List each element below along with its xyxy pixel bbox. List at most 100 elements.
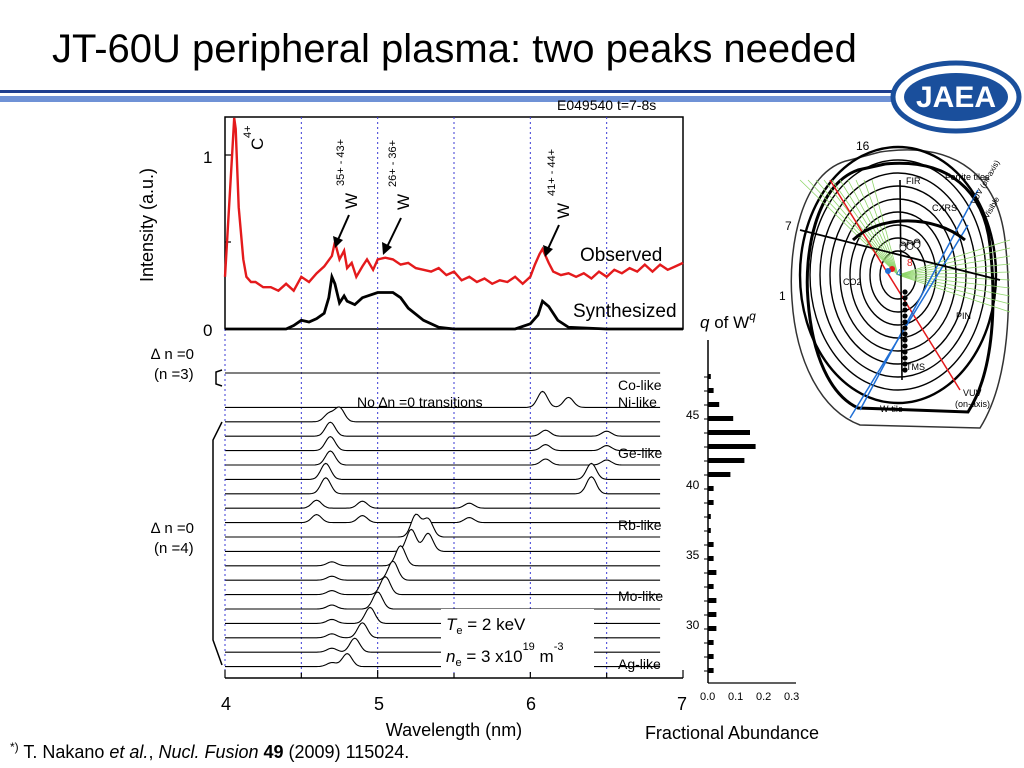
abundance-bar-q36 (708, 542, 714, 547)
label-16: 16 (856, 139, 870, 153)
ne-symbol: n (446, 647, 455, 666)
pin-chord-6 (897, 274, 1011, 289)
abund-xtick-3: 0.3 (784, 691, 799, 703)
q-tick-30: 30 (686, 618, 700, 632)
abundance-bar-q41 (708, 472, 731, 477)
flux-surface-2 (859, 224, 937, 326)
ref-rest: (2009) 115024. (284, 742, 410, 762)
vis-chord-3 (823, 179, 899, 276)
peak-w35-ion: W (342, 193, 361, 209)
tms-point-10 (902, 349, 908, 355)
ytick-0: 0 (203, 321, 212, 340)
vuv-off-axis-line-2 (849, 224, 969, 419)
vis-chord-7 (855, 179, 899, 276)
header-rule-bottom (0, 96, 895, 102)
pin-chord-5 (897, 274, 1011, 281)
ne-exp: 19 (523, 641, 535, 653)
peak-label-w41: W 41+ - 44+ (543, 149, 573, 257)
peak-label-w35: W 35+ - 43+ (333, 139, 361, 248)
vessel-outer (790, 149, 1010, 429)
tms-point-3 (902, 307, 908, 313)
n4-bracket (212, 421, 223, 666)
abundance-bar-q34 (708, 570, 717, 575)
tokamak-cross-section: 16 7 1 Ferrite tiles FIR CXRS VUV (off-a… (779, 139, 1011, 429)
ridge-7 (225, 476, 661, 495)
flux-surface-7 (809, 159, 987, 391)
ylabel: Intensity (a.u.) (137, 168, 157, 282)
ref-journal: Nucl. Fusion (158, 742, 258, 762)
abundance-bar-q35 (708, 556, 714, 561)
ridge-9 (225, 514, 661, 524)
tms-point-11 (902, 355, 908, 361)
abundance-bars (704, 374, 756, 673)
synthesized-line (225, 271, 683, 331)
label-vuv-on: VUV (963, 388, 982, 398)
vis-chord-4 (831, 179, 899, 276)
flux-surfaces (798, 145, 1011, 405)
tms-point-8 (902, 337, 908, 343)
abundance-bar-q43 (708, 444, 756, 449)
abundance-bar-q44 (708, 430, 750, 435)
q-tick-35: 35 (686, 548, 700, 562)
peak-w26-arrow (385, 217, 402, 250)
peak-w35-arrow (336, 214, 350, 243)
tms-point-7 (902, 331, 908, 337)
label-1: 1 (779, 289, 786, 303)
n3-bracket (215, 369, 223, 387)
ion-label-mo: Mo-like (618, 588, 663, 604)
pin-chord-8 (897, 274, 1011, 305)
label-visible: Visible (982, 195, 1002, 220)
abundance-bar-q30 (708, 626, 717, 631)
ridge-12 (225, 545, 661, 567)
abundance-bar-q32 (708, 598, 717, 603)
ne-value: = 3 x10 (462, 647, 523, 666)
abundance-bar-q38 (708, 514, 711, 519)
ridge-4 (225, 435, 661, 452)
slide-title: JT-60U peripheral plasma: two peaks need… (52, 27, 857, 71)
vessel-wall (805, 161, 995, 414)
tms-point-9 (902, 343, 908, 349)
label-on-axis: (on-axis) (955, 399, 990, 409)
xtick-6: 6 (526, 694, 536, 714)
ridge-2 (225, 406, 661, 423)
ridge-3 (225, 421, 661, 437)
abundance-xlabel: Fractional Abundance (645, 723, 819, 743)
flux-surface-0 (879, 250, 917, 300)
ridge-10 (225, 513, 661, 538)
ref-volume: 49 (259, 742, 284, 762)
vis-chord-1 (807, 179, 899, 276)
abundance-bar-q45 (708, 416, 734, 421)
header-rule-top (0, 90, 895, 93)
pin-chord-0 (897, 239, 1011, 276)
flux-surface-1 (869, 237, 927, 313)
flux-surface-6 (819, 172, 977, 378)
ridge-6 (225, 462, 661, 480)
q-tick-40: 40 (686, 478, 700, 492)
peak-w41-arrowhead (543, 245, 553, 257)
peak-w41-arrow (546, 224, 560, 252)
label-fir: FIR (906, 176, 921, 186)
vis-chord-2 (815, 179, 899, 276)
abundance-bar-q29 (708, 640, 714, 645)
peak-w41-charge: 41+ - 44+ (546, 149, 558, 196)
point-4 (885, 268, 891, 274)
dn0-label-n4: ∆ n =0 (151, 520, 194, 537)
abundance-bar-q48 (708, 374, 711, 379)
abundance-of: of W (709, 313, 749, 332)
pin-chord-2 (897, 255, 1011, 276)
pin-chord-3 (897, 263, 1011, 276)
jaea-logo: JAEA (890, 60, 1022, 134)
label-4: 4 (896, 268, 902, 279)
tms-point-4 (902, 313, 908, 319)
tms-point-12 (902, 361, 908, 367)
abundance-bar-q28 (708, 654, 714, 659)
label-pin: PIN (956, 311, 971, 321)
tms-point-2 (902, 301, 908, 307)
cxrs-point-6 (899, 244, 907, 252)
observed-line (223, 117, 684, 293)
abundance-bar-q27 (708, 668, 714, 673)
ion-label-ni: Ni-like (618, 394, 657, 410)
abundance-bar-q33 (708, 584, 714, 589)
ridge-8 (225, 499, 661, 509)
